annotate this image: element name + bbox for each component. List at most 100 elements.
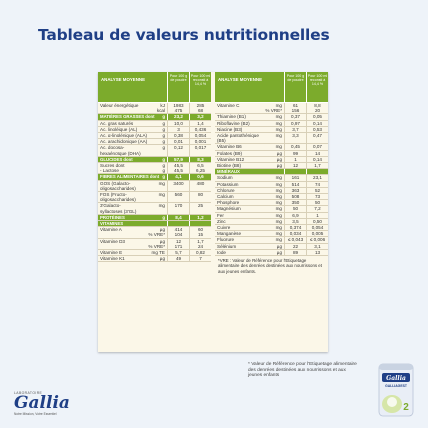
value-per-100ml: 0,50 xyxy=(306,218,328,225)
nutrient-name-cell: µg Vitamine B12 xyxy=(215,157,284,162)
value-per-100g: 99 xyxy=(284,150,306,156)
value-per-100g: 45,5 45,5 xyxy=(167,163,189,174)
value-per-100g: 6,9 xyxy=(284,212,306,218)
nutrient-label: Riboflavine (B2) xyxy=(217,120,250,126)
nutrient-label: PROTÉINES xyxy=(100,214,125,220)
nutrient-label: 3'Galacto- syllactoses (3'GL) xyxy=(100,203,137,214)
value-per-100g: 0,97 xyxy=(284,120,306,126)
table-row: mg Acide pantothénique (B5) 3,3 0,47 xyxy=(215,133,328,145)
value-per-100g: 3400 xyxy=(167,180,189,192)
value-per-100ml: 0,054 xyxy=(189,133,211,139)
nutrient-label: Thiamine (B1) xyxy=(217,114,246,120)
nutrient-label: Zinc xyxy=(217,218,226,224)
table-row: mg Magnésium 50 7,2 xyxy=(215,206,328,213)
value-per-100g: 0,12 xyxy=(167,145,189,156)
nutrient-label: Ac. arachidonique (AA) xyxy=(100,139,148,145)
product-number: 2 xyxy=(403,402,409,413)
value-per-100ml: 0,53 xyxy=(306,126,328,133)
nutrient-unit: µg xyxy=(159,256,165,262)
nutrient-unit: mg xyxy=(158,192,165,198)
nutrient-label: Biotine (B8) xyxy=(217,163,242,169)
value-per-100g: 50 xyxy=(284,206,306,212)
nutrient-name-cell: mg GOS (Galacto- oligosaccharides) xyxy=(98,181,167,191)
nutrient-name-cell: µg % VRE* Vitamine D3 xyxy=(98,239,167,249)
product-can-image: Gallia GALLIAGEST 2 xyxy=(378,363,414,417)
value-per-100ml: 50 xyxy=(306,200,328,206)
nutrient-label: Iode xyxy=(217,249,226,255)
value-per-100g: 5,7 xyxy=(167,250,189,256)
section-header-row: VITAMINES xyxy=(98,221,211,228)
nutrient-unit: g xyxy=(162,126,165,132)
table-row: µg Iode 89 13 xyxy=(215,249,328,257)
nutrient-label: Fluorure xyxy=(217,237,235,243)
table-row: mg Zinc 3,5 0,50 xyxy=(215,218,328,226)
section-header-row: g GLUCIDES dont 57,9 8,3 xyxy=(98,156,211,164)
nutrient-label: Valeur énergétique xyxy=(100,103,139,108)
brand-logo: LABORATOIRE Gallia Notre Mission, Votre … xyxy=(14,391,70,416)
nutrient-unit: mg xyxy=(275,206,282,212)
nutrient-unit: g xyxy=(162,156,165,162)
value-per-100g: 22 xyxy=(284,243,306,249)
nutrient-name-cell: g GLUCIDES dont xyxy=(98,157,167,162)
value-per-100ml: 80 xyxy=(189,192,211,203)
nutrient-unit: mg xyxy=(275,212,282,218)
table-row: mg % VRE* Vitamine C 61 156 8,8 20 xyxy=(215,103,328,115)
value-per-100ml: 1,2 xyxy=(189,214,211,221)
nutrient-label: Vitamine B6 xyxy=(217,144,242,150)
value-per-100g: 23,2 xyxy=(167,114,189,120)
table-row: mg Vitamine B6 0,45 0,07 xyxy=(215,144,328,151)
header-label: ANALYSE MOYENNE xyxy=(218,77,262,82)
brand-lab: LABORATOIRE xyxy=(14,391,43,395)
value-per-100ml: 0,82 xyxy=(189,250,211,256)
brand-name: Gallia xyxy=(14,393,70,413)
value-per-100ml: 285 68 xyxy=(189,103,211,114)
nutrient-unit: mg xyxy=(275,231,282,237)
nutrient-unit: mg xyxy=(275,218,282,224)
nutrient-name-cell: mg Manganèse xyxy=(215,231,284,236)
value-per-100g: 3,3 xyxy=(284,133,306,144)
nutrient-name-cell: mg Niacine (B3) xyxy=(215,127,284,132)
nutrient-name-cell: µg Vitamine K1 xyxy=(98,256,167,261)
nutrient-name-cell: mg Fer xyxy=(215,213,284,218)
nutrient-name-cell: g g Sucres dont - Lactose xyxy=(98,163,167,173)
value-per-100g: 3 xyxy=(167,126,189,133)
header-per-100ml: Pour 100 ml reconsti à 14,4 % xyxy=(189,72,211,102)
value-per-100ml: 74 xyxy=(306,181,328,187)
nutrient-unit: mg TE xyxy=(151,250,165,256)
value-per-100ml: 7,2 xyxy=(306,206,328,212)
value-per-100ml: 1,4 xyxy=(189,120,211,126)
value-per-100ml: 0,47 xyxy=(306,133,328,144)
page-title: Tableau de valeurs nutritionnelles xyxy=(38,26,330,44)
nutrient-name-cell: µg Biotine (B8) xyxy=(215,163,284,168)
nutrient-label: Potassium xyxy=(217,181,239,187)
nutrient-unit: µg xyxy=(276,156,282,162)
nutrient-name-cell: g Ac. linoléique (AL) xyxy=(98,127,167,132)
nutrient-name-cell: g Ac. gras saturés xyxy=(98,121,167,126)
value-per-100g: 350 xyxy=(284,200,306,206)
nutrient-unit: g g xyxy=(162,163,165,174)
nutrition-table: ANALYSE MOYENNE Pour 100 g de poudre Pou… xyxy=(98,72,328,352)
table-header: ANALYSE MOYENNE Pour 100 g de poudre Pou… xyxy=(215,72,328,103)
value-per-100g: 1983 475 xyxy=(167,103,189,114)
value-per-100g: 514 xyxy=(284,181,306,187)
nutrient-unit: mg xyxy=(275,194,282,200)
table-row: mg Potassium 514 74 xyxy=(215,181,328,188)
value-per-100g: 161 xyxy=(284,175,306,181)
nutrient-unit: mg xyxy=(275,187,282,193)
nutrient-label: MINÉRAUX xyxy=(217,169,240,175)
section-header-row: MINÉRAUX xyxy=(215,169,328,176)
value-per-100ml: 0,05 xyxy=(306,114,328,120)
nutrient-name-cell: mg % VRE* Vitamine C xyxy=(215,103,284,113)
nutrient-name-cell: g Ac. α-linolénique (ALA) xyxy=(98,133,167,138)
table-row: g Ac. arachidonique (AA) 0,01 0,001 xyxy=(98,139,211,146)
product-name: GALLIAGEST xyxy=(385,384,408,388)
value-per-100g: 560 xyxy=(167,192,189,203)
brand-tagline: Notre Mission, Votre Essentiel xyxy=(14,412,57,416)
nutrient-label: Vitamine A xyxy=(100,227,122,233)
nutrient-label: Vitamine D3 xyxy=(100,238,125,244)
nutrient-unit: mg xyxy=(275,114,282,120)
nutrient-label: Cuivre xyxy=(217,225,231,231)
table-row: mg Niacine (B3) 3,7 0,53 xyxy=(215,126,328,134)
value-per-100ml: 0,436 xyxy=(189,126,211,133)
nutrient-name-cell: mg Magnésium xyxy=(215,206,284,211)
